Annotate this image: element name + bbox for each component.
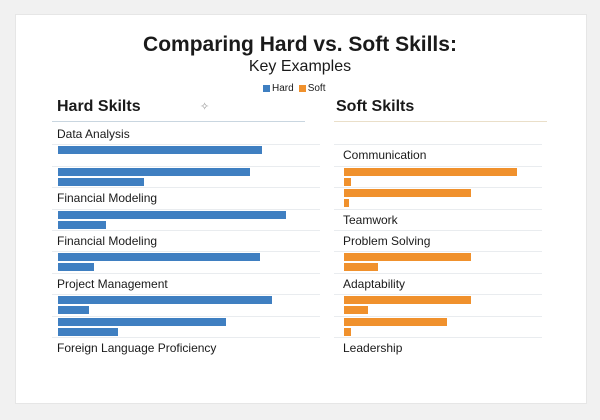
row-divider xyxy=(52,187,320,188)
row-divider xyxy=(334,144,542,145)
legend-label-soft: Soft xyxy=(307,83,326,94)
sparkle-icon: ✧ xyxy=(200,101,210,113)
chart-title: Comparing Hard vs. Soft Skills: xyxy=(143,33,457,56)
row-divider xyxy=(334,337,542,338)
category-label: Teamwork xyxy=(343,213,398,227)
panel-rule-soft xyxy=(334,121,547,122)
row-divider xyxy=(52,166,320,167)
bar-hard xyxy=(58,263,94,271)
row-divider xyxy=(52,337,320,338)
category-label: Data Analysis xyxy=(57,127,130,141)
panel-rule-hard xyxy=(52,121,305,122)
bar-hard xyxy=(58,221,106,229)
row-divider xyxy=(334,273,542,274)
bar-hard xyxy=(58,296,272,304)
row-divider xyxy=(334,230,542,231)
bar-hard xyxy=(58,306,90,314)
bar-soft xyxy=(344,199,349,207)
bar-hard xyxy=(58,146,262,154)
bar-hard xyxy=(58,211,286,219)
row-divider xyxy=(334,294,542,295)
row-divider xyxy=(52,294,320,295)
bar-soft xyxy=(344,189,472,197)
row-divider xyxy=(52,209,320,210)
row-divider xyxy=(52,316,320,317)
chart-subtitle: Key Examples xyxy=(248,58,352,75)
legend-item-soft: Soft xyxy=(298,83,326,94)
bar-soft xyxy=(344,263,378,271)
category-label: Project Management xyxy=(57,277,168,291)
category-label: Financial Modeling xyxy=(57,234,158,248)
bar-hard xyxy=(58,253,260,261)
row-divider xyxy=(52,144,320,145)
bar-soft xyxy=(344,318,448,326)
category-label: Adaptability xyxy=(343,277,406,291)
legend-label-hard: Hard xyxy=(272,83,294,94)
legend: Hard Soft xyxy=(263,83,325,94)
row-divider xyxy=(334,316,542,317)
category-label: Leadership xyxy=(343,341,403,355)
category-label: Communication xyxy=(343,148,427,162)
category-label: Problem Solving xyxy=(343,234,431,248)
bar-soft xyxy=(344,178,352,186)
row-divider xyxy=(52,273,320,274)
bar-soft xyxy=(344,253,472,261)
category-label: Foreign Language Proficiency xyxy=(57,341,217,355)
bar-soft xyxy=(344,306,368,314)
row-divider xyxy=(334,187,542,188)
bar-hard xyxy=(58,318,226,326)
legend-swatch-soft xyxy=(298,84,306,92)
panel-heading-soft: Soft Skilts xyxy=(336,98,415,115)
bar-soft xyxy=(344,296,472,304)
bar-hard xyxy=(58,168,250,176)
legend-item-hard: Hard xyxy=(263,83,294,94)
bar-hard xyxy=(58,178,145,186)
row-divider xyxy=(334,209,542,210)
legend-swatch-hard xyxy=(263,84,270,92)
category-label: Financial Modeling xyxy=(57,191,158,205)
bar-hard xyxy=(58,328,118,336)
panel-heading-hard: Hard Skilts xyxy=(57,98,141,115)
bar-soft xyxy=(344,328,352,336)
bar-soft xyxy=(344,168,517,176)
row-divider xyxy=(334,166,542,167)
row-divider xyxy=(334,251,542,252)
row-divider xyxy=(52,251,320,252)
row-divider xyxy=(52,230,320,231)
